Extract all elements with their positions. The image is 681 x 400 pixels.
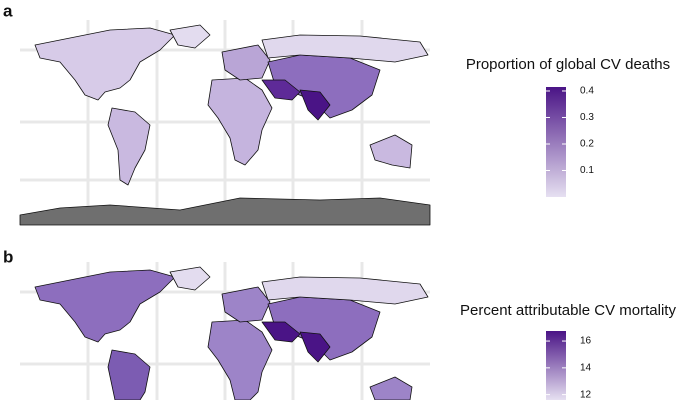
colorbar: [546, 331, 566, 400]
map-a: [19, 20, 431, 226]
colorbar-tick-label: 0.1: [580, 165, 594, 176]
panel-label: b: [3, 247, 13, 266]
panel-label: a: [3, 1, 13, 20]
colorbar-tick-label: 0.3: [580, 112, 594, 123]
legend-title: Proportion of global CV deaths: [466, 56, 670, 73]
land: [34, 266, 429, 400]
colorbar-tick-label: 0.2: [580, 139, 594, 150]
colorbar-tick-label: 12: [580, 389, 592, 400]
legend-title: Percent attributable CV mortality: [460, 302, 676, 319]
colorbar-tick-label: 16: [580, 336, 592, 347]
colorbar-tick-label: 14: [580, 362, 592, 373]
map-b: [20, 262, 430, 400]
land: [19, 24, 431, 226]
colorbar: [546, 87, 566, 197]
colorbar-tick-label: 0.4: [580, 86, 594, 97]
